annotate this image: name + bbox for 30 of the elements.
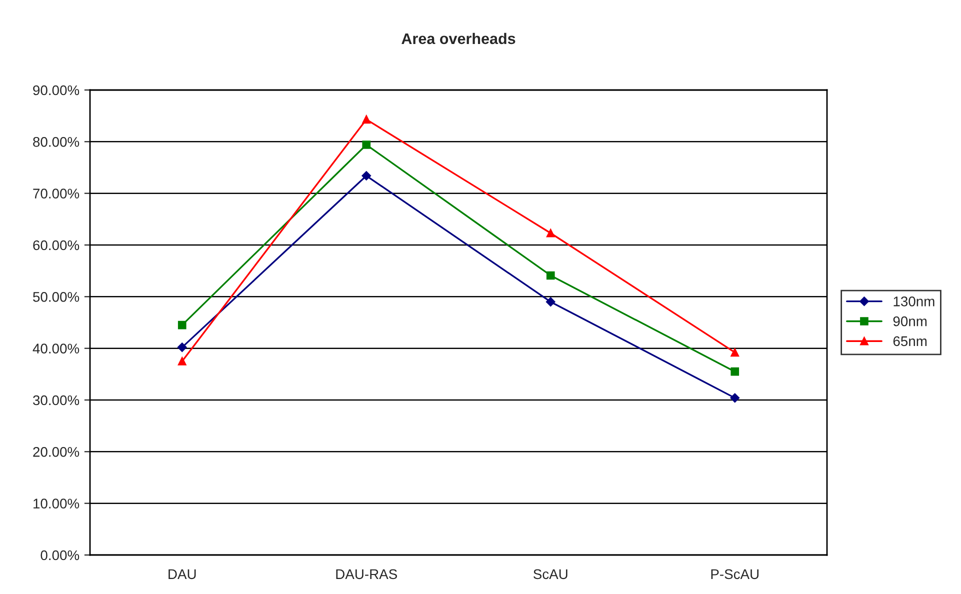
point xyxy=(546,297,556,306)
x-tick-label: P-ScAU xyxy=(711,569,758,580)
point xyxy=(546,271,555,280)
y-tick-label: 80.00% xyxy=(33,137,80,147)
x-tick-label: DAU xyxy=(168,569,196,580)
y-tick-label: 20.00% xyxy=(33,447,80,457)
y-tick-label: 0.00% xyxy=(40,550,80,560)
point xyxy=(178,357,186,366)
point xyxy=(730,348,740,357)
chart-title: Area overheads xyxy=(402,32,516,44)
x-tick-label: DAU-RAS xyxy=(336,569,397,580)
point xyxy=(730,367,740,376)
y-tick-label: 90.00% xyxy=(33,85,80,96)
y-tick-label: 60.00% xyxy=(33,240,80,250)
legend-label: 90nm xyxy=(893,316,927,326)
y-tick-label: 40.00% xyxy=(32,344,80,354)
y-tick-label: 70.00% xyxy=(33,188,80,199)
point xyxy=(362,115,371,124)
point xyxy=(178,320,186,330)
y-tick-label: 10.00% xyxy=(34,498,80,509)
point xyxy=(178,342,187,352)
point xyxy=(546,228,555,238)
point xyxy=(730,393,740,403)
legend-label: 65nm xyxy=(893,336,927,346)
point xyxy=(362,140,371,149)
y-tick-label: 30.00% xyxy=(33,395,80,406)
y-tick-label: 50.00% xyxy=(33,292,80,302)
legend-label: 130nm xyxy=(894,296,934,306)
x-tick-label: ScAU xyxy=(534,569,568,580)
point xyxy=(362,171,371,180)
